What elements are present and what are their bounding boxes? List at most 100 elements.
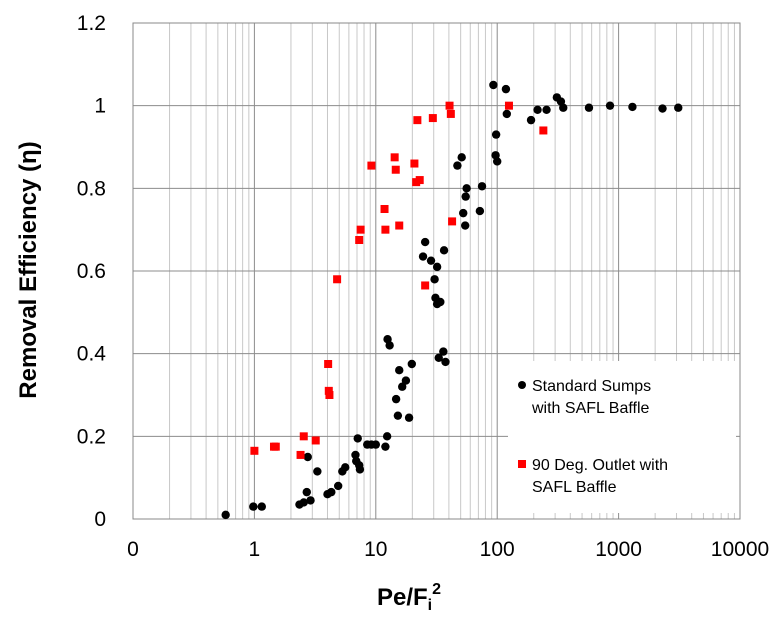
data-point-90-deg-outlet [429,114,437,122]
data-point-standard-sumps [395,366,403,374]
data-point-90-deg-outlet [505,102,513,110]
data-point-standard-sumps [258,502,266,510]
data-point-90-deg-outlet [250,447,258,455]
data-point-standard-sumps [419,252,427,260]
data-point-standard-sumps [304,453,312,461]
data-point-90-deg-outlet [381,226,389,234]
data-point-90-deg-outlet [297,451,305,459]
data-point-standard-sumps [658,104,666,112]
data-point-standard-sumps [527,116,535,124]
y-tick-label: 0.6 [77,260,106,283]
legend-marker-90-deg-outlet [518,460,526,468]
data-point-standard-sumps [408,360,416,368]
data-point-standard-sumps [478,182,486,190]
data-point-standard-sumps [381,442,389,450]
data-point-standard-sumps [385,341,393,349]
data-point-90-deg-outlet [539,126,547,134]
data-point-90-deg-outlet [367,162,375,170]
data-point-standard-sumps [313,467,321,475]
legend-label-90-deg-outlet-line2: SAFL Baffle [532,479,617,496]
data-point-standard-sumps [441,358,449,366]
data-point-90-deg-outlet [391,153,399,161]
data-point-standard-sumps [356,465,364,473]
data-point-standard-sumps [502,85,510,93]
data-point-standard-sumps [303,488,311,496]
data-point-90-deg-outlet [381,205,389,213]
x-tick-label: 0 [127,538,139,561]
y-tick-label: 0.2 [77,425,106,448]
data-point-standard-sumps [334,482,342,490]
data-point-standard-sumps [433,263,441,271]
data-point-90-deg-outlet [272,443,280,451]
data-point-standard-sumps [421,238,429,246]
y-tick-label: 1 [94,95,106,118]
x-axis-title: Pe/Fi2 [377,581,441,614]
data-point-90-deg-outlet [395,222,403,230]
data-point-90-deg-outlet [324,360,332,368]
data-point-standard-sumps [383,432,391,440]
x-tick-label: 10000 [711,538,769,561]
data-point-standard-sumps [493,157,501,165]
data-point-standard-sumps [439,347,447,355]
x-axis-title-main: Pe/F [377,584,428,611]
data-point-90-deg-outlet [413,116,421,124]
data-point-standard-sumps [461,192,469,200]
data-point-standard-sumps [461,221,469,229]
data-point-standard-sumps [585,104,593,112]
data-point-standard-sumps [327,488,335,496]
data-point-standard-sumps [674,104,682,112]
data-point-standard-sumps [427,256,435,264]
data-point-90-deg-outlet [392,166,400,174]
data-point-standard-sumps [392,395,400,403]
data-point-90-deg-outlet [312,436,320,444]
data-point-standard-sumps [533,106,541,114]
data-point-standard-sumps [372,440,380,448]
y-tick-label: 0.8 [77,177,106,200]
y-tick-label: 0.4 [77,343,107,366]
x-tick-label: 10 [364,538,387,561]
x-tick-label: 100 [480,538,515,561]
data-point-90-deg-outlet [410,160,418,168]
data-point-90-deg-outlet [333,275,341,283]
data-point-standard-sumps [354,434,362,442]
data-point-standard-sumps [476,207,484,215]
data-point-standard-sumps [628,103,636,111]
data-point-standard-sumps [457,153,465,161]
y-tick-label: 1.2 [77,12,106,35]
data-point-standard-sumps [221,511,229,519]
data-point-standard-sumps [394,411,402,419]
x-axis-title-superscript: 2 [432,581,441,598]
data-point-90-deg-outlet [357,226,365,234]
x-axis-title-subscript: i [428,597,432,614]
data-point-standard-sumps [430,275,438,283]
legend-label-standard-sumps-line1: Standard Sumps [532,378,651,395]
data-point-standard-sumps [440,246,448,254]
data-point-standard-sumps [462,184,470,192]
legend-label-90-deg-outlet-line1: 90 Deg. Outlet with [532,457,668,474]
legend-marker-standard-sumps [518,381,526,389]
x-tick-label: 1 [249,538,261,561]
data-point-standard-sumps [492,130,500,138]
data-point-90-deg-outlet [325,391,333,399]
y-tick-label: 0 [94,508,106,531]
data-point-standard-sumps [489,81,497,89]
data-point-90-deg-outlet [446,102,454,110]
data-point-standard-sumps [606,101,614,109]
data-point-standard-sumps [436,298,444,306]
data-point-90-deg-outlet [447,110,455,118]
x-tick-label: 1000 [595,538,642,561]
data-point-standard-sumps [453,161,461,169]
legend-label-standard-sumps-line2: with SAFL Baffle [531,400,649,417]
data-point-standard-sumps [306,496,314,504]
data-point-standard-sumps [459,209,467,217]
data-point-standard-sumps [402,376,410,384]
data-point-90-deg-outlet [448,217,456,225]
data-point-90-deg-outlet [421,281,429,289]
data-point-standard-sumps [341,463,349,471]
data-point-90-deg-outlet [416,176,424,184]
data-point-standard-sumps [542,106,550,114]
data-point-standard-sumps [559,104,567,112]
data-point-standard-sumps [249,502,257,510]
